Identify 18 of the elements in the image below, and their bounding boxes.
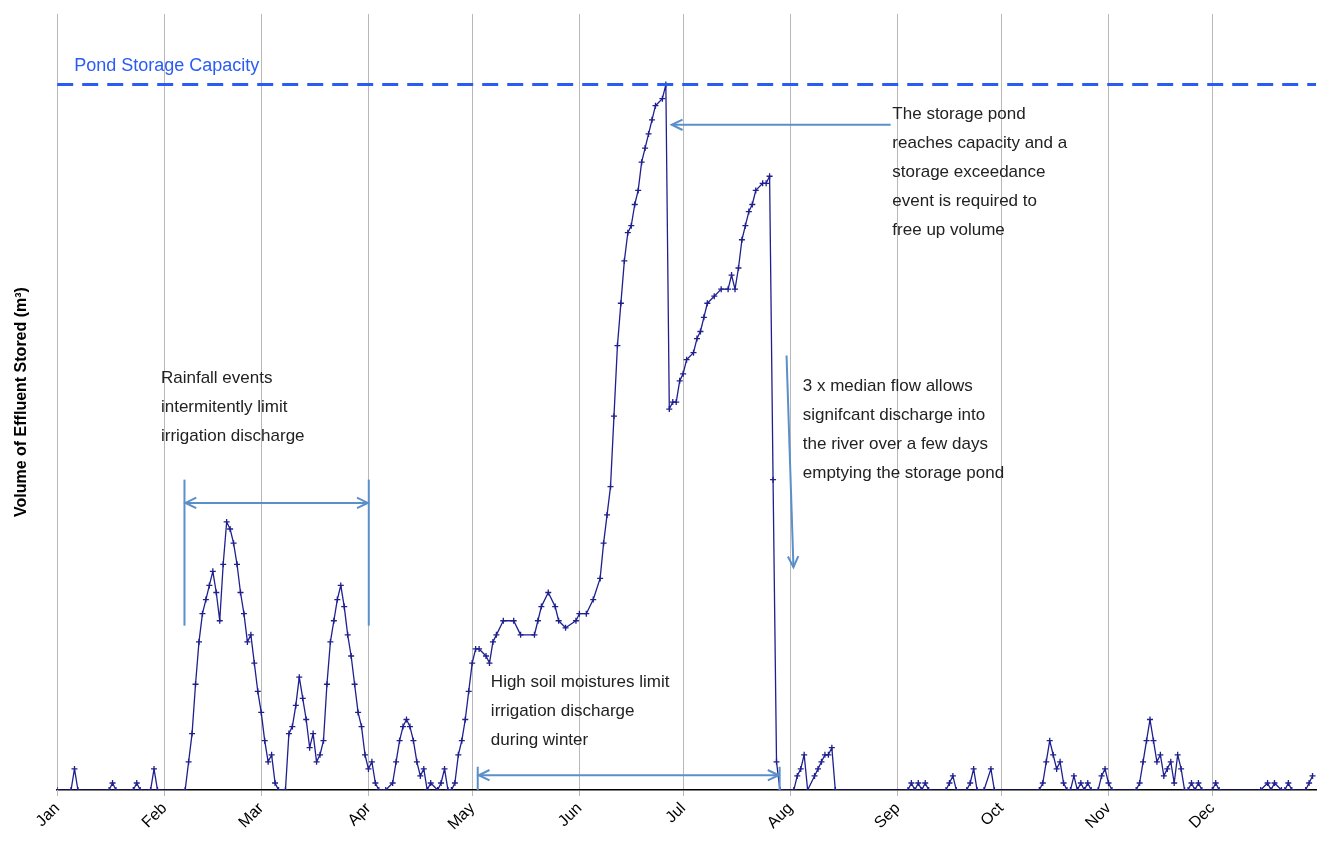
annotation: 3 x median flow allows signifcant discharge into the river over a few days emptying the storage pond [802,375,1005,482]
x-tick-label: Sep [870,798,903,832]
x-tick-label: Jul [661,799,689,826]
ref-line-label: Pond Storage Capacity [74,54,260,75]
x-tick-label: Apr [344,798,375,829]
x-tick-label: Mar [234,798,267,831]
annotation: The storage pond reaches capacity and a storage exceedance event is required to free up volume [892,103,1068,239]
x-tick-label: Aug [763,799,796,832]
x-tick-label: Jun [554,799,585,830]
y-axis-title: Volume of Effluent Stored (m³) [12,287,30,517]
annotation: Rainfall events intermitently limit irrigation discharge [160,368,305,446]
x-tick-label: Jan [32,799,63,830]
x-tick-label: Feb [138,798,170,831]
x-tick-label: May [444,799,478,833]
x-tick-label: Dec [1185,799,1218,832]
annotation: High soil moistures limit irrigation discharge during winter [490,671,670,749]
x-tick-label: Nov [1081,799,1114,832]
x-tick-label: Oct [976,798,1007,829]
